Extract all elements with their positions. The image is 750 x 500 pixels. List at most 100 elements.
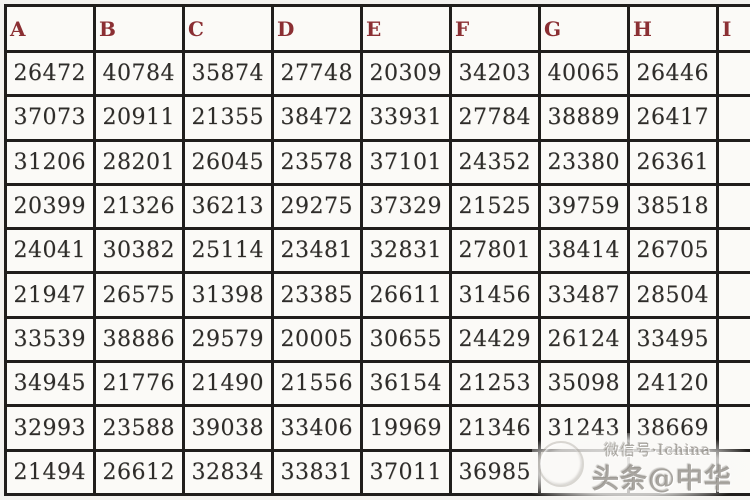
table-cell: 30382 [96,230,182,272]
table-cell: 33487 [541,274,627,316]
table-cell: 34203 [452,53,538,95]
table-cell: 21253 [452,363,538,405]
table-cell: 24041 [7,230,93,272]
table-cell: 31398 [185,274,271,316]
table-cell: 38889 [541,97,627,139]
table-cell [719,141,750,183]
table-cell: 26705 [630,230,716,272]
table-cell: 21326 [96,185,182,228]
table-cell: 26575 [96,274,182,316]
table-cell: 23588 [96,407,182,449]
table-cell [719,97,750,139]
table-cell: 20911 [96,97,182,139]
data-table: A B C D E F G H I 26472 40784 35874 27748 20309 34203 4… [4,4,750,496]
table-cell: 29579 [185,318,271,361]
table-cell: 23385 [274,274,360,316]
table-cell: 25114 [185,230,271,272]
table-cell [719,451,750,493]
table-cell: 37011 [363,451,449,493]
table-cell: 40784 [96,53,182,95]
table-cell: 37329 [363,185,449,228]
table-cell: 30655 [363,318,449,361]
table-cell [719,230,750,272]
column-header-i: I [719,7,750,50]
column-header-g: G [541,7,627,50]
table-cell: 24120 [630,363,716,405]
table-cell [719,318,750,361]
table-cell: 21346 [452,407,538,449]
table-cell: 21494 [7,451,93,493]
table-cell: 27748 [274,53,360,95]
table-cell: 40065 [541,53,627,95]
table-cell: 20399 [7,185,93,228]
table-cell: 38472 [274,97,360,139]
column-header-e: E [363,7,449,50]
table-cell: 26446 [630,53,716,95]
table-cell: 35874 [185,53,271,95]
table-cell: 23481 [274,230,360,272]
table-cell [719,407,750,449]
column-header-c: C [185,7,271,50]
table-cell [719,53,750,95]
table-cell: 24352 [452,141,538,183]
table-cell [719,185,750,228]
column-header-f: F [452,7,538,50]
table-cell: 37101 [363,141,449,183]
table-cell: 38669 [630,407,716,449]
table-cell [630,451,716,493]
table-cell: 33406 [274,407,360,449]
table-cell: 35098 [541,363,627,405]
table-cell: 33831 [274,451,360,493]
table-cell: 36213 [185,185,271,228]
table-cell: 32834 [185,451,271,493]
table-cell: 26472 [7,53,93,95]
column-header-d: D [274,7,360,50]
column-header-a: A [7,7,93,50]
table-cell: 38518 [630,185,716,228]
table-cell: 38414 [541,230,627,272]
column-header-b: B [96,7,182,50]
table-cell: 24429 [452,318,538,361]
table-cell: 31456 [452,274,538,316]
table-cell: 34945 [7,363,93,405]
table-cell: 23578 [274,141,360,183]
table-cell: 26361 [630,141,716,183]
table-cell: 37073 [7,97,93,139]
table-cell: 26124 [541,318,627,361]
table-cell [541,451,627,493]
table-cell: 36154 [363,363,449,405]
table-cell: 20309 [363,53,449,95]
table-cell: 39038 [185,407,271,449]
table-cell: 33495 [630,318,716,361]
table-cell: 33539 [7,318,93,361]
table-cell: 32993 [7,407,93,449]
table-cell: 31243 [541,407,627,449]
table-cell: 31206 [7,141,93,183]
table-cell: 26417 [630,97,716,139]
table-cell: 21355 [185,97,271,139]
table-cell: 26611 [363,274,449,316]
table-cell [719,363,750,405]
table-cell: 21490 [185,363,271,405]
table-cell: 27801 [452,230,538,272]
table-cell: 36985 [452,451,538,493]
table-cell: 21525 [452,185,538,228]
table-cell: 19969 [363,407,449,449]
table-cell: 29275 [274,185,360,228]
table-cell: 26045 [185,141,271,183]
table-cell: 23380 [541,141,627,183]
table-cell: 20005 [274,318,360,361]
table-cell: 21947 [7,274,93,316]
table-cell: 28504 [630,274,716,316]
table-cell: 28201 [96,141,182,183]
table-cell: 38886 [96,318,182,361]
table-cell: 26612 [96,451,182,493]
column-header-h: H [630,7,716,50]
table-cell: 39759 [541,185,627,228]
table-cell: 33931 [363,97,449,139]
table-cell: 21776 [96,363,182,405]
table-cell: 32831 [363,230,449,272]
table-cell: 21556 [274,363,360,405]
table-cell [719,274,750,316]
